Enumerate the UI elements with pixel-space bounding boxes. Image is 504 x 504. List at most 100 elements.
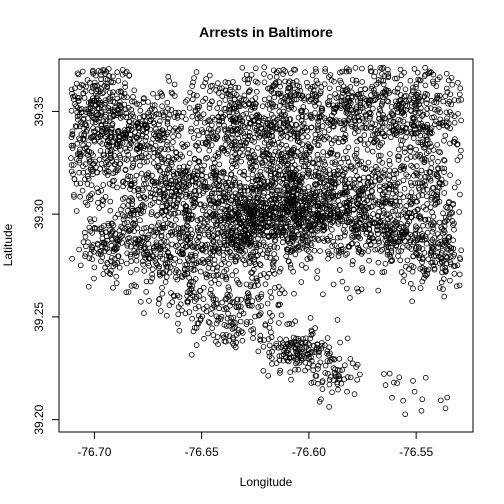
data-point [353,146,360,153]
data-point [177,170,184,177]
data-point [225,127,232,133]
data-point [359,79,366,85]
data-point [320,227,326,234]
data-point [308,354,314,361]
data-point [381,73,388,79]
data-point [150,190,156,197]
data-point [292,318,299,325]
data-point [216,246,223,253]
data-point [365,248,372,254]
data-point [78,262,84,269]
data-point [349,261,356,268]
data-point [194,172,201,179]
data-point [99,202,106,208]
data-point [121,156,128,162]
data-point [300,355,306,362]
data-point [98,123,104,129]
data-point [321,180,327,186]
data-point [149,275,156,281]
data-point [344,388,350,395]
data-point [99,125,106,132]
data-point [397,257,404,264]
data-point [222,79,229,85]
data-point [158,181,164,187]
data-point [173,154,180,161]
data-point [269,104,276,110]
data-point [319,175,326,181]
data-point [252,221,258,228]
data-point [275,201,281,208]
data-point [104,261,111,268]
data-point [190,328,197,335]
data-point [177,230,183,237]
data-point [277,367,284,374]
data-point [290,193,297,200]
data-point [197,268,204,275]
data-point [414,69,421,76]
data-point [426,68,433,75]
data-point [110,284,116,291]
data-point [91,264,98,271]
data-point [184,141,191,148]
data-point [188,173,194,179]
data-point [68,86,75,93]
data-point [233,268,239,274]
data-point [170,134,176,140]
data-point [336,165,343,171]
data-point [363,242,369,249]
data-point [220,256,227,263]
data-point [210,233,216,239]
data-point [245,136,251,143]
data-point [451,184,458,191]
data-point [168,181,175,188]
data-point [145,110,152,116]
data-point [343,109,350,116]
data-point [328,211,334,218]
data-point [252,101,259,107]
data-point [289,128,295,134]
data-point [253,195,260,202]
data-point [278,223,284,230]
data-point [230,236,237,243]
data-point [186,287,193,294]
data-point [401,272,407,279]
data-point [326,199,333,206]
data-point [419,396,426,403]
data-point [347,295,353,301]
data-point [281,185,288,191]
data-point [173,149,179,155]
data-point [393,243,399,249]
data-point [279,211,286,217]
data-point [311,138,318,145]
data-point [216,178,223,184]
data-point [315,366,321,372]
data-point [431,220,437,227]
data-point [188,265,194,272]
data-point [443,268,449,274]
data-point [220,245,227,252]
data-point [196,234,202,241]
data-point [356,213,363,220]
data-point [75,116,81,123]
data-point [140,258,146,265]
data-point [340,138,346,145]
data-point [395,146,402,153]
data-point [129,111,136,117]
data-point [252,103,258,110]
data-point [441,293,448,300]
data-point [380,81,387,88]
data-point [226,109,233,116]
data-point [106,181,113,187]
data-point [278,232,285,238]
data-point [224,150,230,157]
data-point [98,109,105,115]
data-point [212,204,219,211]
data-point [367,215,374,221]
data-point [284,122,291,128]
data-point [305,171,312,178]
data-point [293,245,299,252]
data-point [306,155,313,162]
data-point [216,85,223,92]
data-point [223,175,230,181]
data-point [228,239,235,245]
